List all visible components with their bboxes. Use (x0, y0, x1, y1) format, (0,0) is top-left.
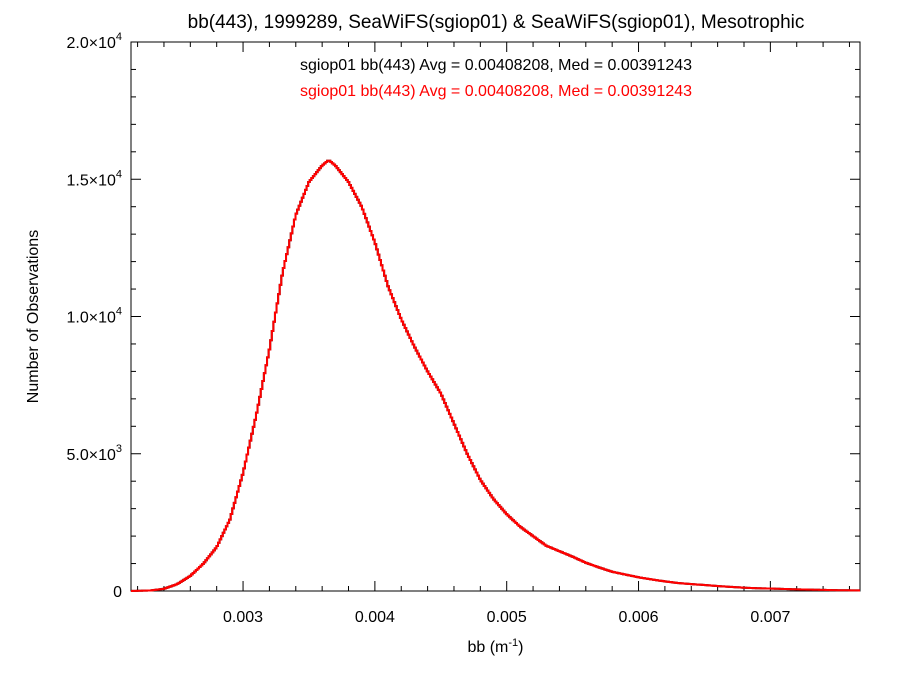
stats-annotation: sgiop01 bb(443) Avg = 0.00408208, Med = … (300, 57, 692, 74)
x-tick-label: 0.006 (619, 609, 659, 626)
x-axis-label-suffix: ) (518, 639, 523, 656)
y-tick-label: 5.0×103 (66, 443, 122, 464)
x-axis-label-superscript: -1 (508, 637, 518, 649)
chart-title: bb(443), 1999289, SeaWiFS(sgiop01) & Sea… (188, 12, 805, 33)
histogram-series-line (131, 159, 860, 592)
x-axis-label-base: bb (m (467, 639, 508, 656)
y-tick-label: 1.0×104 (66, 306, 122, 327)
plot-frame (130, 41, 861, 592)
stats-annotation: sgiop01 bb(443) Avg = 0.00408208, Med = … (300, 83, 692, 100)
y-tick-label: 2.0×104 (66, 31, 122, 52)
y-tick-label: 1.5×104 (66, 168, 122, 189)
x-tick-label: 0.005 (487, 609, 527, 626)
x-tick-label: 0.004 (355, 609, 395, 626)
x-axis-label: bb (m-1) (467, 637, 523, 656)
y-axis-label: Number of Observations (25, 230, 42, 403)
histogram-series-line (131, 159, 860, 592)
x-tick-label: 0.007 (750, 609, 790, 626)
x-tick-label: 0.003 (223, 609, 263, 626)
y-tick-label: 0 (113, 584, 122, 601)
